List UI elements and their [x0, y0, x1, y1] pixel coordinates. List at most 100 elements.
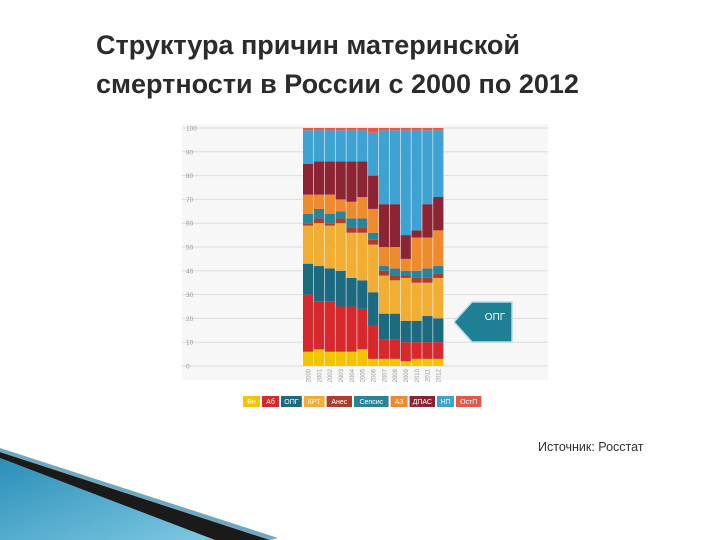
- bar-segment: [378, 275, 390, 314]
- bar-segment: [313, 349, 325, 366]
- bar-segment: [313, 130, 325, 162]
- bar-segment: [422, 237, 433, 269]
- bar-segment: [335, 351, 346, 366]
- bar-segment: [303, 294, 314, 352]
- bar-segment: [433, 130, 444, 198]
- legend-swatch: [409, 396, 435, 407]
- bar-segment: [324, 194, 335, 214]
- bar-segment: [313, 223, 325, 267]
- bar-segment: [400, 258, 411, 271]
- bar-segment: [422, 342, 433, 359]
- bar-segment: [324, 225, 335, 269]
- bar-segment: [346, 201, 357, 219]
- bar-segment: [433, 342, 444, 359]
- bar-segment: [303, 130, 314, 164]
- bar-segment: [313, 266, 325, 302]
- bar-segment: [433, 128, 444, 131]
- bar-segment: [378, 358, 390, 366]
- bar-segment: [357, 308, 368, 350]
- bar-segment: [389, 204, 401, 247]
- bar-segment: [313, 218, 325, 224]
- x-tick-label: 2005: [361, 368, 367, 382]
- y-tick-label: 90: [186, 149, 194, 156]
- bar-segment: [400, 320, 411, 343]
- bar-segment: [357, 218, 368, 228]
- bar-segment: [303, 223, 314, 226]
- bar-segment: [378, 266, 390, 271]
- bar-segment: [433, 273, 444, 278]
- y-tick-label: 70: [186, 197, 194, 204]
- legend-label: Сепсис: [359, 399, 383, 406]
- legend-label: Вн: [247, 399, 256, 406]
- bar-segment: [346, 232, 357, 278]
- bar-segment: [368, 132, 379, 176]
- bar-segment: [411, 230, 422, 238]
- y-tick-label: 10: [186, 340, 194, 347]
- y-tick-label: 0: [186, 364, 190, 371]
- bar-segment: [433, 266, 444, 274]
- bar-segment: [433, 318, 444, 343]
- legend-swatch: [390, 396, 408, 407]
- bar-segment: [411, 282, 422, 321]
- callout-label: ОПГ: [484, 312, 506, 323]
- legend-label: НП: [440, 399, 450, 406]
- title-line-2: смертности в России с 2000 по 2012: [96, 69, 579, 99]
- source-note: Источник: Росстат: [538, 440, 644, 454]
- bar-segment: [346, 218, 357, 228]
- y-tick-label: 50: [186, 245, 194, 252]
- bar-segment: [378, 130, 390, 205]
- bar-segment: [357, 197, 368, 219]
- bar-segment: [324, 301, 335, 352]
- bar-segment: [357, 128, 368, 131]
- bar-segment: [335, 211, 346, 219]
- bar-segment: [422, 268, 433, 278]
- bar-segment: [411, 130, 422, 231]
- x-tick-label: 2011: [426, 368, 432, 382]
- legend-label: Анес: [331, 399, 347, 406]
- legend: Вн Аб ОПГ КРТ Анес Сепсис АЗ ДПАС НП ОстП: [243, 396, 482, 407]
- bar-segment: [303, 128, 314, 131]
- y-tick-label: 20: [186, 316, 194, 323]
- bar-segment: [389, 339, 401, 359]
- bar-segment: [357, 280, 368, 309]
- legend-swatch: [354, 396, 389, 407]
- bar-segment: [411, 237, 422, 271]
- bar-segment: [324, 223, 335, 226]
- bar-segment: [368, 239, 379, 245]
- legend-swatch: [437, 396, 454, 407]
- legend-label: ОПГ: [284, 399, 298, 406]
- bar-segment: [433, 358, 444, 366]
- bar-segment: [346, 306, 357, 352]
- bar-segment: [303, 263, 314, 295]
- bar-segment: [324, 130, 335, 162]
- bar-segment: [346, 130, 357, 162]
- x-tick-label: 2002: [328, 368, 334, 382]
- title-line-1: Структура причин материнской: [96, 30, 520, 60]
- bar-segment: [324, 268, 335, 302]
- bar-segment: [335, 199, 346, 212]
- bar-segment: [389, 358, 401, 366]
- bar-segment: [335, 161, 346, 200]
- legend-label: Аб: [266, 398, 275, 406]
- legend-swatch: [326, 396, 352, 407]
- x-tick-label: 2003: [339, 368, 345, 382]
- bar-segment: [400, 275, 411, 278]
- bar-segment: [324, 351, 335, 366]
- bar-segment: [335, 130, 346, 162]
- x-tick-label: 2007: [382, 368, 388, 382]
- bar-segment: [389, 275, 401, 281]
- bar-segment: [378, 247, 390, 267]
- bar-segment: [422, 128, 433, 131]
- bar-segment: [411, 320, 422, 343]
- bar-segment: [313, 301, 325, 350]
- bar-segment: [389, 313, 401, 340]
- y-tick-label: 80: [186, 173, 194, 180]
- corner-decoration: [0, 448, 278, 540]
- legend-label: ДПАС: [413, 399, 432, 406]
- bar-segment: [357, 130, 368, 162]
- x-tick-label: 2000: [306, 368, 312, 382]
- bar-segment: [368, 325, 379, 359]
- bar-segment: [335, 223, 346, 271]
- bar-segment: [324, 128, 335, 131]
- bar-segment: [389, 130, 401, 205]
